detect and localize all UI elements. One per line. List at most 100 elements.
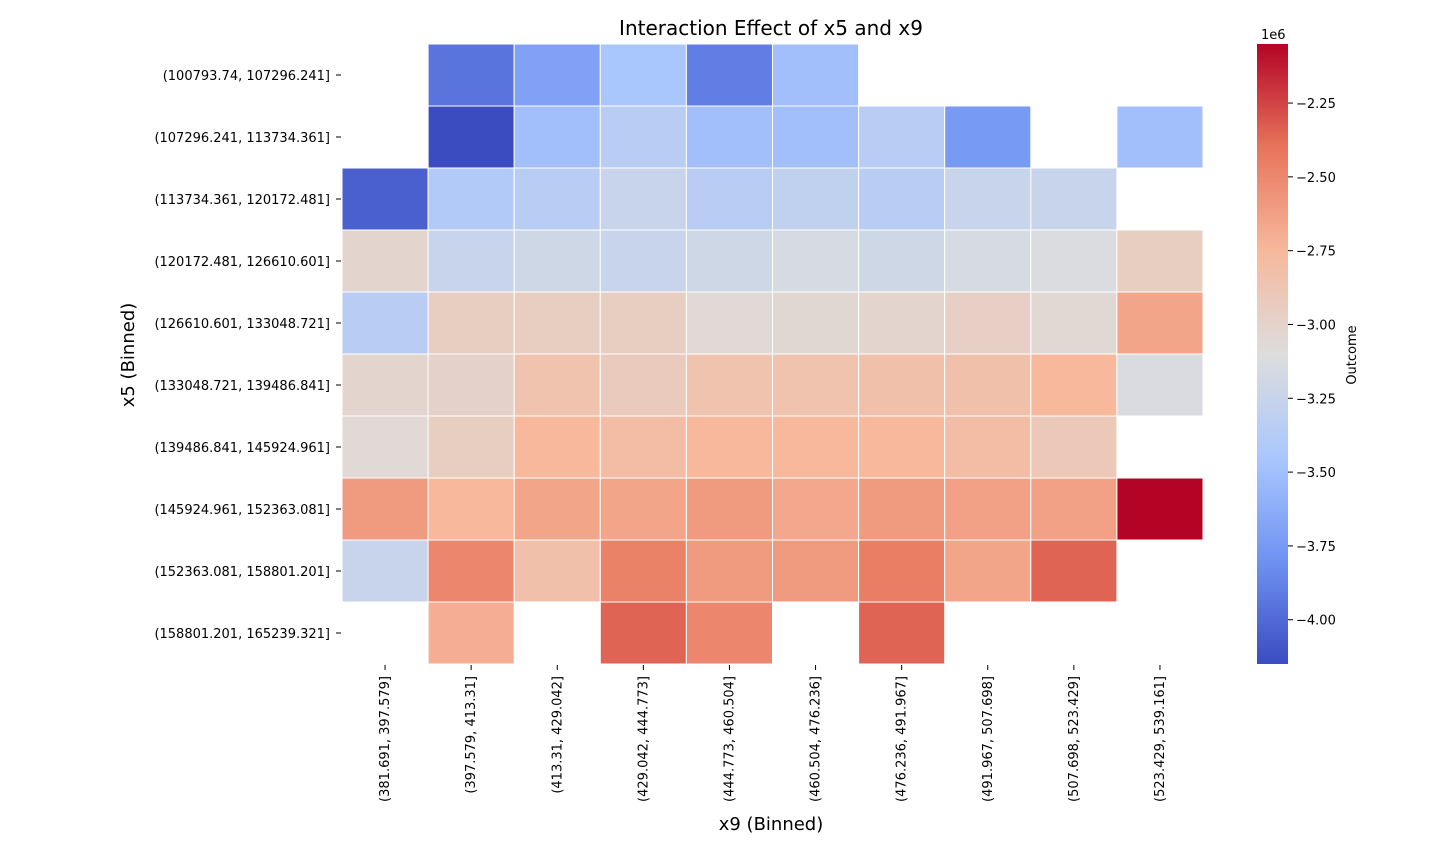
heatmap-cell (685, 43, 774, 107)
heatmap-cell (599, 539, 687, 603)
heatmap-cell (513, 105, 601, 169)
y-tick-label: (126610.601, 133048.721] (154, 317, 330, 332)
heatmap-cell (772, 291, 860, 355)
colorbar (1257, 44, 1288, 664)
x-tick-label: (523.429, 539.161] (1153, 676, 1168, 802)
y-tick-label: (139486.841, 145924.961] (154, 441, 330, 456)
heatmap-cell (685, 477, 774, 541)
colorbar-tick-label: −2.75 (1296, 245, 1336, 260)
heatmap-cell (944, 477, 1032, 541)
heatmap-cell (513, 291, 601, 355)
heatmap-cell (685, 167, 774, 231)
heatmap-cell (685, 291, 774, 355)
heatmap-cell (1030, 539, 1118, 603)
heatmap-cell (427, 539, 515, 603)
heatmap-cell (427, 105, 515, 169)
heatmap-cell (858, 415, 946, 479)
heatmap-cell (772, 167, 860, 231)
x-tick-label: (397.579, 413.31] (464, 676, 479, 794)
heatmap-cell (858, 477, 946, 541)
heatmap-cell (513, 539, 601, 603)
heatmap-cell (513, 229, 601, 293)
heatmap-cell (772, 43, 860, 107)
heatmap-cell (772, 105, 860, 169)
heatmap-cell (1030, 291, 1118, 355)
heatmap-cell (427, 477, 515, 541)
heatmap-cell (427, 601, 515, 665)
heatmap-cell (944, 291, 1032, 355)
heatmap-cell (341, 167, 429, 231)
heatmap-cell (599, 353, 687, 417)
heatmap-cell (1116, 477, 1204, 541)
heatmap-cell (1030, 167, 1118, 231)
heatmap-cell (341, 415, 429, 479)
heatmap-cell (427, 167, 515, 231)
heatmap-cell (772, 539, 860, 603)
heatmap-cell (599, 415, 687, 479)
y-tick-label: (100793.74, 107296.241] (163, 69, 330, 84)
colorbar-tick-label: −3.50 (1296, 466, 1336, 481)
x-tick-label: (413.31, 429.042] (550, 676, 565, 794)
colorbar-label: Outcome (1345, 325, 1360, 384)
chart-title: Interaction Effect of x5 and x9 (619, 16, 923, 40)
x-tick-label: (491.967, 507.698] (981, 676, 996, 802)
colorbar-tick-label: −4.00 (1296, 614, 1336, 629)
heatmap-cell (599, 229, 687, 293)
colorbar-multiplier: 1e6 (1261, 28, 1286, 43)
heatmap-cell (858, 601, 946, 665)
heatmap-cell (341, 229, 429, 293)
heatmap-cell (599, 167, 687, 231)
heatmap-cell (858, 105, 946, 169)
heatmap-cell (685, 539, 774, 603)
heatmap-cell (599, 291, 687, 355)
heatmap-cell (513, 167, 601, 231)
y-tick-label: (120172.481, 126610.601] (154, 255, 330, 270)
heatmap-cell (685, 105, 774, 169)
heatmap-cell (685, 229, 774, 293)
heatmap-cell (1030, 477, 1118, 541)
heatmap-cell (944, 415, 1032, 479)
heatmap-cell (1116, 229, 1204, 293)
heatmap-cell (599, 601, 687, 665)
heatmap-cell (1116, 291, 1204, 355)
heatmap-cell (944, 167, 1032, 231)
heatmap-cell (1116, 105, 1204, 169)
y-axis-ticks: (100793.74, 107296.241] (107296.241, 1137… (154, 69, 341, 642)
heatmap-cell (427, 353, 515, 417)
heatmap-cell (427, 229, 515, 293)
heatmap-cell (513, 43, 601, 107)
heatmap-cells (341, 43, 1204, 665)
x-axis-ticks: (381.691, 397.579] (397.579, 413.31] (413.… (378, 665, 1168, 802)
x-tick-label: (507.698, 523.429] (1067, 676, 1082, 802)
heatmap-cell (772, 415, 860, 479)
heatmap-cell (772, 229, 860, 293)
heatmap-cell (944, 229, 1032, 293)
heatmap-cell (685, 415, 774, 479)
x-tick-label: (381.691, 397.579] (378, 676, 393, 802)
heatmap-cell (858, 291, 946, 355)
y-tick-label: (113734.361, 120172.481] (154, 193, 330, 208)
x-tick-label: (444.773, 460.504] (722, 676, 737, 802)
y-tick-label: (145924.961, 152363.081] (154, 503, 330, 518)
heatmap-cell (944, 539, 1032, 603)
heatmap-cell (1030, 353, 1118, 417)
heatmap-cell (341, 353, 429, 417)
colorbar-tick-label: −3.75 (1296, 540, 1336, 555)
colorbar-tick-label: −3.00 (1296, 318, 1336, 333)
heatmap-cell (685, 353, 774, 417)
colorbar-ticks: −2.25 −2.50 −2.75 −3.00 −3.25 −3.50 −3.75 −4.00 (1288, 97, 1336, 629)
heatmap-cell (1030, 415, 1118, 479)
heatmap-cell (599, 105, 687, 169)
y-axis-label: x5 (Binned) (118, 303, 139, 408)
heatmap-cell (513, 415, 601, 479)
heatmap-cell (858, 229, 946, 293)
x-tick-label: (429.042, 444.773] (636, 676, 651, 802)
heatmap-cell (341, 477, 429, 541)
heatmap-cell (341, 291, 429, 355)
heatmap-cell (599, 477, 687, 541)
colorbar-tick-label: −3.25 (1296, 392, 1336, 407)
colorbar-tick-label: −2.50 (1296, 171, 1336, 186)
heatmap-cell (772, 477, 860, 541)
heatmap-cell (944, 353, 1032, 417)
